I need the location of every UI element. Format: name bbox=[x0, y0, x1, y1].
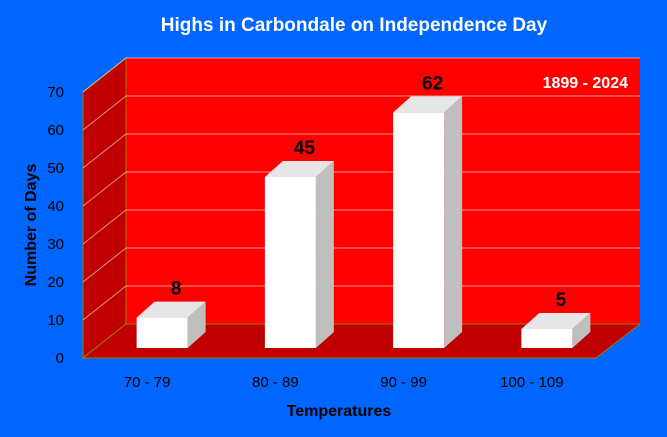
y-tick-label: 0 bbox=[56, 350, 64, 367]
x-tick-label: 90 - 99 bbox=[380, 374, 427, 391]
bar-side bbox=[444, 96, 463, 349]
gridline-side bbox=[82, 171, 127, 207]
x-tick-label: 70 - 79 bbox=[124, 374, 171, 391]
bar-side bbox=[187, 301, 206, 348]
floor bbox=[81, 323, 642, 359]
gridlines bbox=[82, 57, 640, 321]
bar bbox=[136, 317, 188, 348]
bar-top bbox=[264, 161, 334, 177]
chart-text: Highs in Carbondale on Independence Day … bbox=[23, 15, 628, 420]
gridline-side bbox=[82, 95, 127, 131]
gridline-side bbox=[82, 133, 127, 169]
x-axis-label: Temperatures bbox=[287, 403, 392, 420]
bar-side bbox=[315, 161, 334, 348]
value-labels: 8 45 62 5 bbox=[171, 73, 567, 311]
chart-title: Highs in Carbondale on Independence Day bbox=[161, 15, 548, 36]
y-tick-label: 60 bbox=[47, 122, 64, 139]
y-tick-label: 30 bbox=[47, 236, 64, 253]
data-label: 8 bbox=[171, 279, 182, 300]
y-tick-label: 20 bbox=[47, 274, 64, 291]
y-tick-label: 10 bbox=[47, 312, 64, 329]
gridline-side bbox=[82, 285, 127, 321]
bar bbox=[393, 112, 445, 349]
x-tick-label: 80 - 89 bbox=[252, 374, 299, 391]
bar bbox=[264, 177, 316, 348]
gridline-side bbox=[82, 247, 127, 283]
tick-labels: 0 10 20 30 40 50 60 70 70 - 79 80 - 89 90 - 99 100 … bbox=[47, 84, 563, 391]
data-label: 45 bbox=[294, 138, 316, 159]
chart-walls bbox=[81, 56, 642, 360]
gridline-side bbox=[82, 57, 127, 93]
gridline-side bbox=[82, 209, 127, 245]
bar-top bbox=[393, 96, 463, 113]
y-tick-label: 50 bbox=[47, 160, 64, 177]
bar-side bbox=[572, 313, 591, 348]
bar-top bbox=[136, 301, 206, 318]
data-label: 5 bbox=[556, 290, 567, 311]
x-tick-label: 100 - 109 bbox=[500, 374, 563, 391]
bars bbox=[136, 96, 591, 349]
side-wall bbox=[82, 56, 127, 360]
bar-top bbox=[521, 313, 591, 329]
date-range-annotation: 1899 - 2024 bbox=[543, 75, 629, 92]
y-axis-label: Number of Days bbox=[23, 164, 40, 287]
data-label: 62 bbox=[422, 73, 443, 94]
y-tick-label: 70 bbox=[47, 84, 64, 101]
bar bbox=[521, 329, 573, 348]
back-wall bbox=[126, 58, 640, 324]
y-tick-label: 40 bbox=[47, 198, 64, 215]
